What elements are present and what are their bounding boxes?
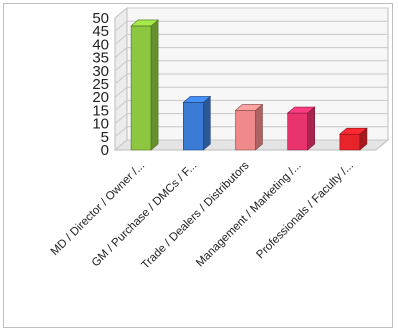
bar-front xyxy=(339,133,361,151)
y-tick-label: 5 xyxy=(101,129,109,146)
y-tick-label: 45 xyxy=(92,23,109,40)
y-tick-label: 50 xyxy=(92,10,109,27)
gridline-side xyxy=(114,86,128,98)
y-tick-label: 40 xyxy=(92,36,109,53)
gridline-side xyxy=(114,34,128,45)
y-tick-label: 30 xyxy=(92,63,109,80)
bar xyxy=(234,103,264,151)
bar-top xyxy=(234,104,264,111)
x-tick-label: Trade / Dealers / Distributors xyxy=(139,159,251,271)
bar-front xyxy=(235,110,256,151)
gridline-side xyxy=(114,73,128,85)
y-tick-label: 0 xyxy=(101,142,109,159)
gridline-side xyxy=(114,60,128,72)
gridline-side xyxy=(114,113,128,124)
x-tick-label: Management / Marketing /... xyxy=(194,160,304,270)
gridline-side xyxy=(114,7,128,19)
bar-side xyxy=(150,19,159,151)
y-tick-label: 10 xyxy=(92,116,109,133)
x-tick-label: GM / Purchase / DMCs / F... xyxy=(90,160,200,270)
bar-front xyxy=(183,102,204,151)
x-tick-label: Professionals / Faculty /... xyxy=(254,160,356,262)
bar xyxy=(339,127,368,151)
y-tick-label: 20 xyxy=(92,89,109,106)
bar-side xyxy=(203,95,211,151)
bar-top xyxy=(286,106,316,114)
gridline-side xyxy=(114,47,128,58)
bar-side xyxy=(255,103,263,151)
gridline-side xyxy=(114,20,128,32)
gridline-side xyxy=(114,139,128,151)
bar-top xyxy=(182,96,212,103)
y-tick-label: 35 xyxy=(92,50,109,67)
bar xyxy=(130,19,159,151)
x-tick-label: MD / Director / Owner /... xyxy=(49,160,147,258)
bar-top xyxy=(339,127,368,135)
gridline-side xyxy=(114,126,128,138)
bar xyxy=(286,106,316,151)
gridline-side xyxy=(114,100,128,111)
y-tick-label: 15 xyxy=(92,102,109,119)
bar-side xyxy=(307,106,316,151)
bar-front xyxy=(130,25,152,151)
bar-top xyxy=(130,19,159,27)
bar xyxy=(182,95,212,151)
y-tick-label: 25 xyxy=(92,76,109,93)
bar-front xyxy=(287,112,309,151)
